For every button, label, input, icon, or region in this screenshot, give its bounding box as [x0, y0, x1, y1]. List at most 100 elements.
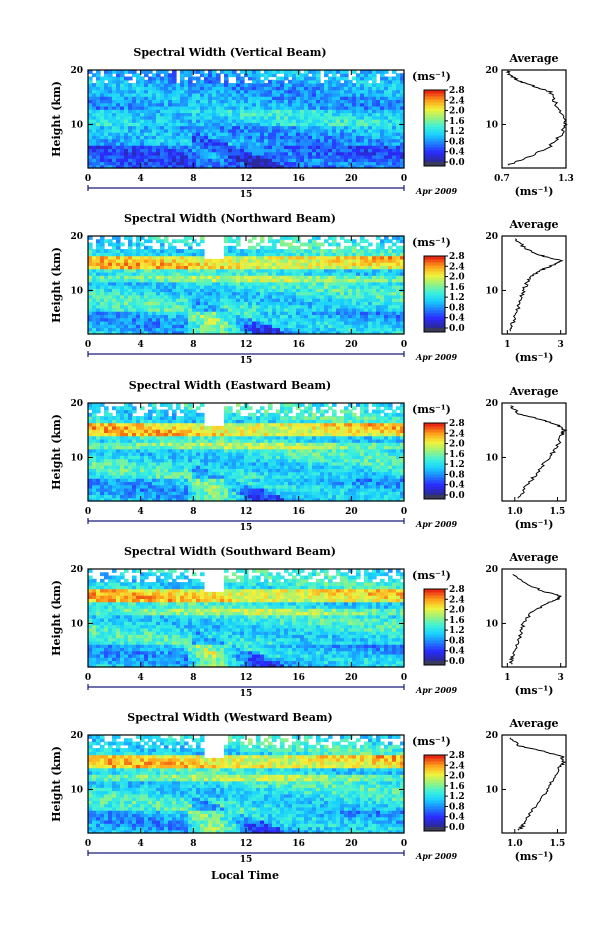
heatmap-cell: [212, 135, 217, 140]
heatmap-cell: [256, 112, 261, 117]
heatmap-cell: [88, 141, 93, 146]
heatmap-cell: [296, 138, 301, 143]
heatmap-cell: [188, 154, 193, 159]
heatmap-cell: [136, 288, 141, 293]
heatmap-cell: [144, 245, 149, 250]
heatmap-cell: [276, 304, 281, 309]
colorbar-tick-label: 0.4: [449, 148, 465, 158]
heatmap-cell: [144, 89, 149, 94]
heatmap-cell: [168, 125, 173, 130]
heatmap-cell: [144, 249, 149, 253]
heatmap-cell: [176, 119, 181, 123]
heatmap-cell: [360, 79, 365, 84]
heatmap-cell: [288, 125, 293, 130]
heatmap-cell: [340, 122, 345, 127]
heatmap-cell: [292, 291, 297, 296]
heatmap-cell: [108, 265, 113, 270]
heatmap-cell: [320, 128, 325, 133]
heatmap-cell: [236, 164, 241, 169]
y-axis-label: Height (km): [50, 247, 63, 323]
heatmap-cell: [384, 154, 389, 159]
heatmap-cell: [120, 249, 125, 253]
heatmap-cell: [236, 128, 241, 133]
heatmap-cell: [396, 112, 401, 117]
heatmap-cell: [160, 102, 165, 107]
heatmap-cell: [144, 148, 149, 153]
heatmap-cell: [272, 275, 277, 280]
heatmap-cell: [376, 105, 381, 110]
heatmap-cell: [116, 154, 121, 159]
heatmap-cell: [228, 99, 233, 104]
heatmap-cell: [92, 255, 97, 260]
heatmap-cell: [112, 154, 117, 159]
heatmap-cell: [260, 115, 265, 120]
heatmap-cell: [176, 158, 181, 163]
heatmap-cell: [388, 135, 393, 140]
heatmap-cell: [396, 164, 401, 169]
heatmap-cell: [312, 109, 317, 114]
heatmap-cell: [204, 314, 209, 319]
heatmap-cell: [240, 255, 245, 260]
heatmap-cell: [308, 99, 313, 104]
heatmap-cell: [320, 301, 325, 306]
heatmap-cell: [112, 291, 117, 296]
heatmap-cell: [200, 73, 205, 78]
heatmap-cell: [184, 291, 189, 296]
heatmap-cell: [332, 154, 337, 159]
heatmap-cell: [300, 301, 305, 306]
heatmap-cell: [228, 89, 233, 94]
heatmap-cell: [284, 285, 289, 289]
heatmap-cell: [176, 291, 181, 296]
heatmap-cell: [192, 141, 197, 146]
heatmap-cell: [340, 119, 345, 123]
heatmap-cell: [280, 307, 285, 312]
heatmap-cell: [156, 125, 161, 130]
heatmap-cell: [344, 161, 349, 166]
heatmap-cell: [356, 132, 361, 136]
heatmap-cell: [292, 304, 297, 309]
heatmap-cell: [172, 258, 177, 263]
heatmap-cell: [248, 148, 253, 153]
heatmap-cell: [316, 285, 321, 289]
heatmap-cell: [296, 278, 301, 283]
heatmap-cell: [176, 330, 181, 335]
heatmap-cell: [356, 278, 361, 283]
heatmap-cell: [164, 258, 169, 263]
heatmap-cell: [172, 119, 177, 123]
heatmap-cell: [188, 258, 193, 263]
heatmap-cell: [180, 239, 185, 244]
heatmap-cell: [348, 109, 353, 114]
heatmap-cell: [376, 242, 381, 247]
heatmap-cell: [308, 79, 313, 84]
heatmap-cell: [196, 83, 201, 87]
heatmap-cell: [332, 148, 337, 153]
heatmap-cell: [116, 245, 121, 250]
heatmap-cell: [164, 164, 169, 169]
heatmap-cell: [388, 151, 393, 156]
heatmap-cell: [236, 324, 241, 329]
heatmap-cell: [96, 158, 101, 163]
heatmap-cell: [108, 307, 113, 312]
heatmap-cell: [268, 265, 273, 270]
heatmap-cell: [312, 324, 317, 329]
heatmap-cell: [200, 298, 205, 302]
heatmap-cell: [324, 89, 329, 94]
heatmap-cell: [360, 324, 365, 329]
heatmap-cell: [96, 161, 101, 166]
heatmap-cell: [112, 115, 117, 120]
heatmap-cell: [184, 73, 189, 78]
heatmap-cell: [356, 154, 361, 159]
heatmap-cell: [348, 92, 353, 97]
heatmap-cell: [364, 145, 369, 149]
heatmap-cell: [188, 151, 193, 156]
heatmap-cell: [96, 115, 101, 120]
heatmap-cell: [268, 141, 273, 146]
heatmap-cell: [184, 99, 189, 104]
heatmap-cell: [328, 96, 333, 100]
heatmap-cell: [232, 119, 237, 123]
heatmap-cell: [136, 115, 141, 120]
heatmap-cell: [320, 138, 325, 143]
heatmap-cell: [352, 262, 357, 266]
heatmap-cell: [268, 285, 273, 289]
heatmap-cell: [256, 291, 261, 296]
